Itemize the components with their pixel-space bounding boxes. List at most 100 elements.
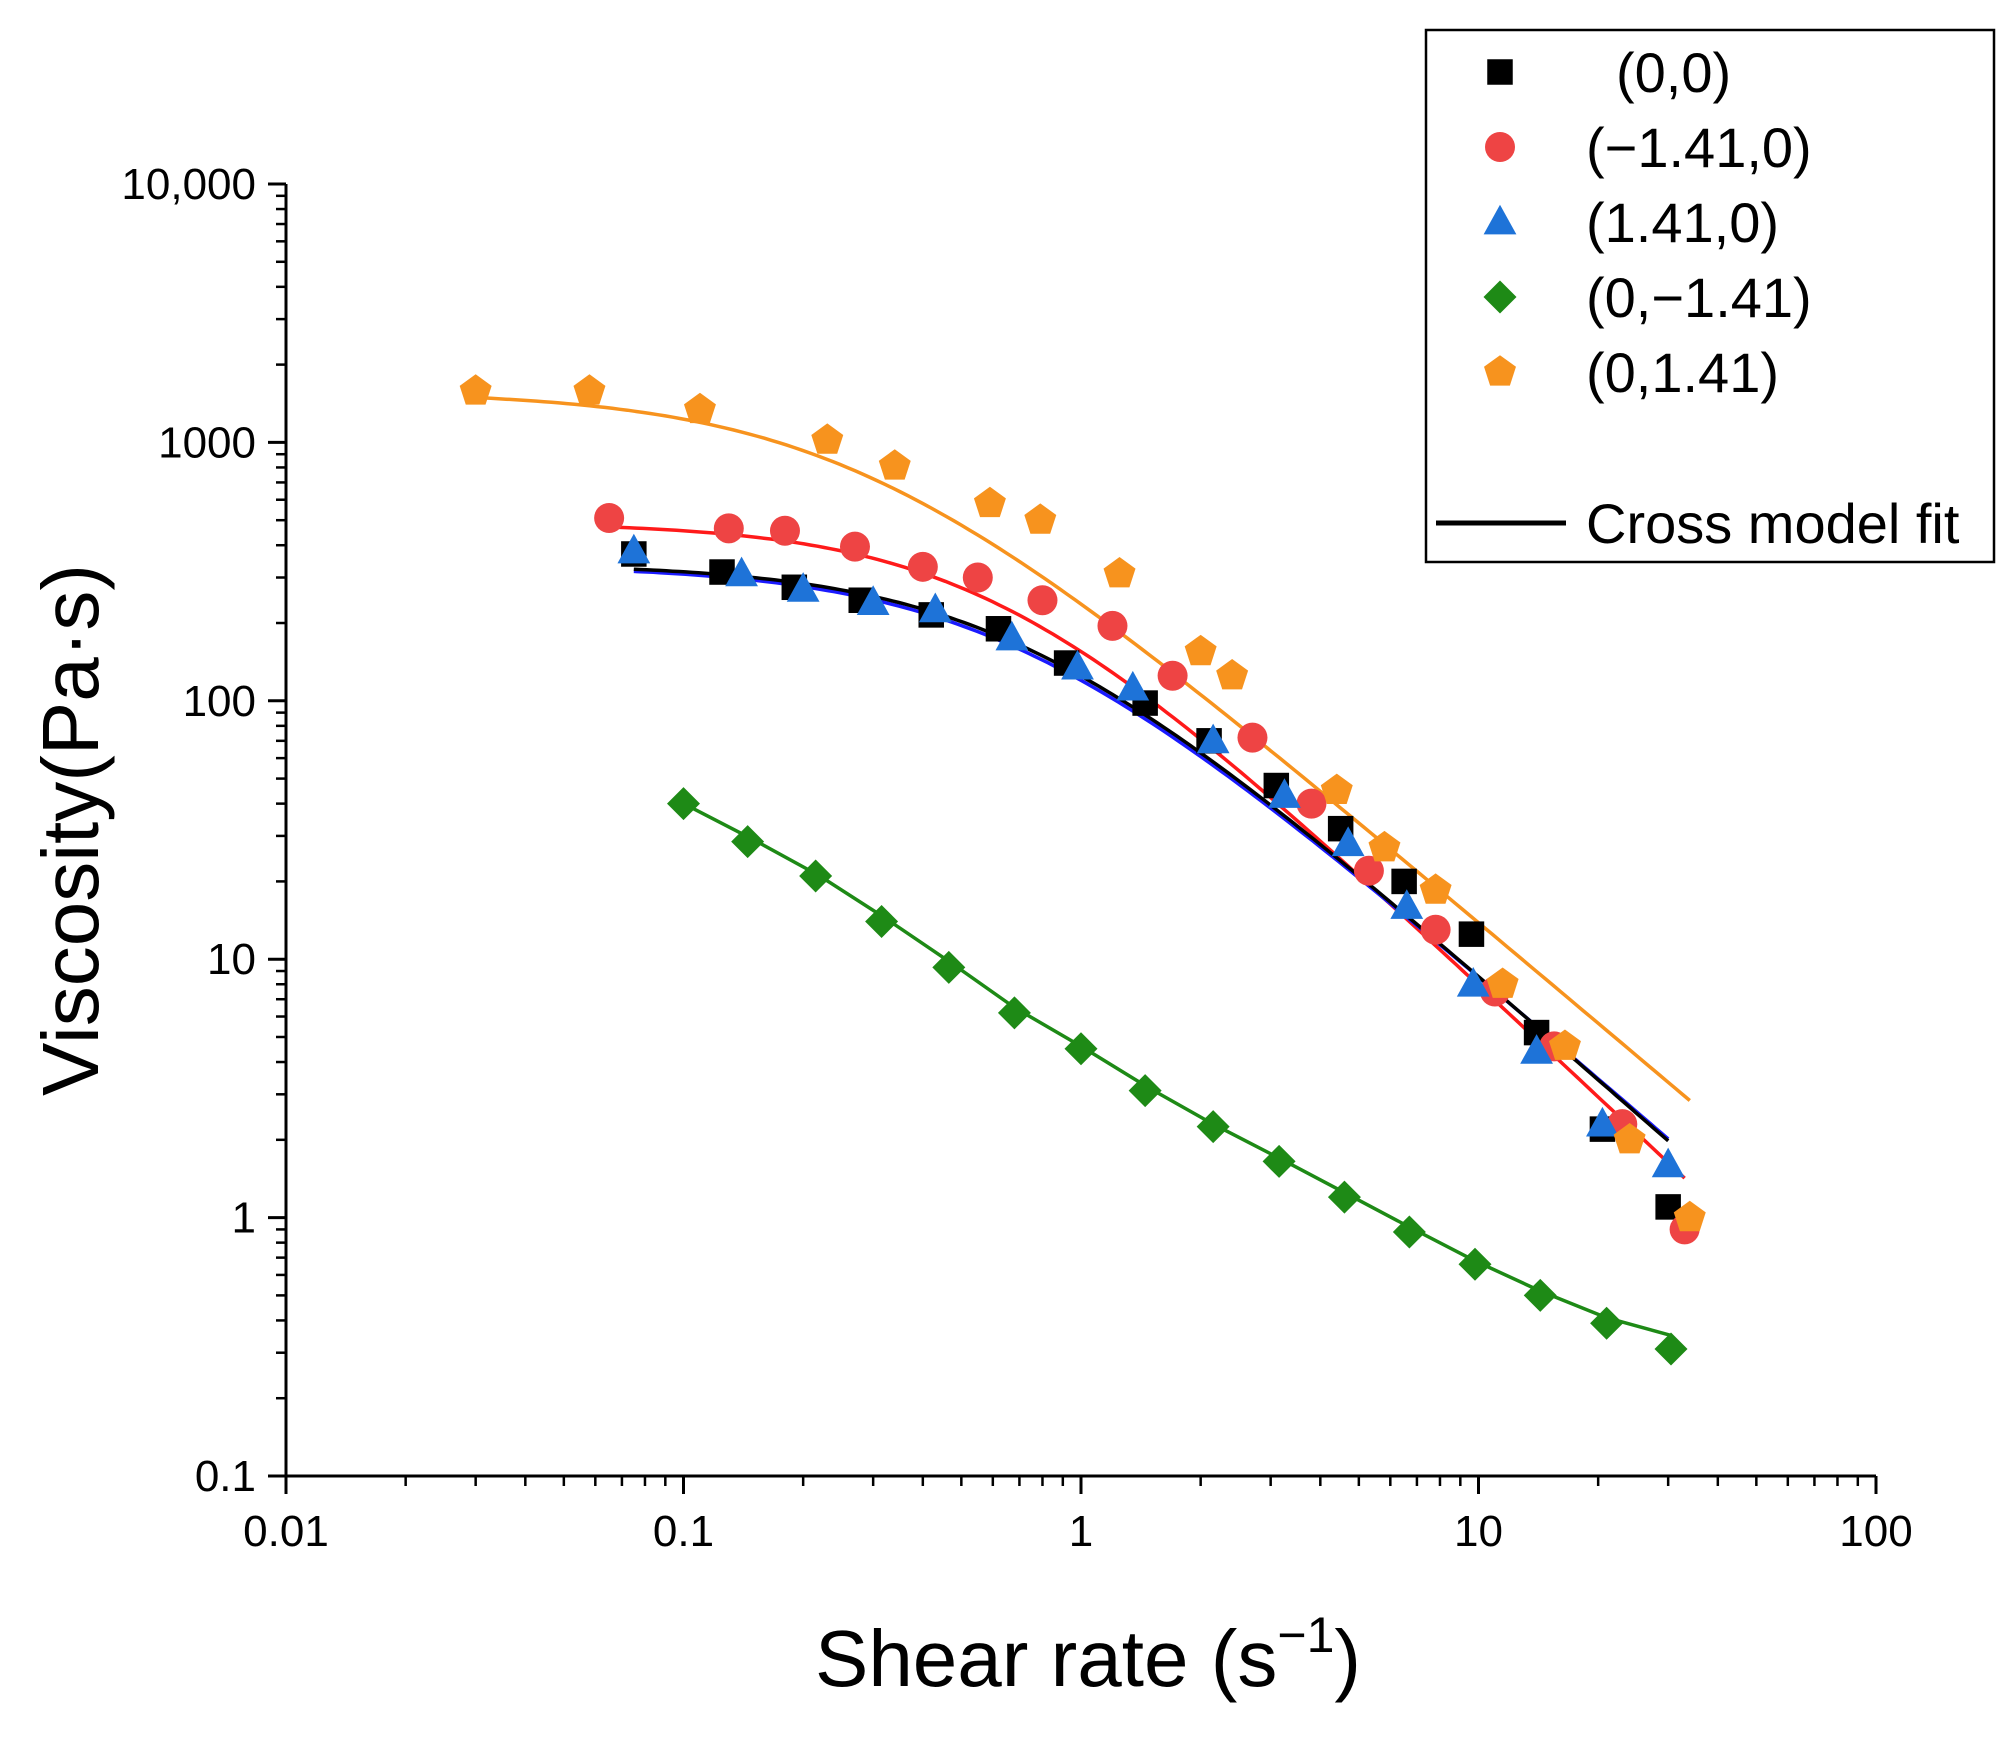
- x-tick-label: 1: [1069, 1507, 1093, 1556]
- data-point-circle: [1420, 914, 1451, 945]
- data-point-triangle: [1331, 826, 1365, 857]
- x-ticks: 0.01 0.1 1 10 100: [243, 1476, 1913, 1556]
- x-axis-title-text: Shear rate (s: [815, 1614, 1277, 1703]
- data-point-circle: [839, 531, 870, 562]
- data-point-triangle: [1196, 723, 1230, 754]
- data-point-triangle: [1116, 670, 1150, 701]
- fit-curve-diamond: [682, 802, 1672, 1338]
- data-point-circle: [1296, 788, 1327, 819]
- data-point-diamond: [1064, 1032, 1098, 1066]
- x-tick-label: 100: [1839, 1507, 1912, 1556]
- legend-marker-diamond: [1483, 280, 1517, 314]
- data-point-circle: [1027, 585, 1058, 616]
- legend: (0,0)(−1.41,0)(1.41,0)(0,−1.41)(0,1.41) …: [1424, 28, 1996, 564]
- data-point-diamond: [731, 825, 765, 859]
- data-point-pentagon: [1613, 1123, 1646, 1154]
- legend-label: (0,−1.41): [1586, 266, 1812, 329]
- data-point-pentagon: [973, 486, 1006, 518]
- data-point-circle: [962, 562, 993, 593]
- data-point-diamond: [1327, 1180, 1361, 1214]
- y-tick-label: 100: [183, 677, 256, 726]
- data-point-diamond: [1128, 1074, 1162, 1108]
- data-point-pentagon: [459, 374, 492, 405]
- data-point-circle: [1353, 855, 1384, 886]
- data-point-pentagon: [1184, 634, 1217, 666]
- y-axis-title: Viscosity(Pa·s): [26, 564, 115, 1096]
- data-point-diamond: [1590, 1306, 1624, 1340]
- data-point-pentagon: [573, 374, 606, 405]
- legend-marker-pentagon: [1484, 355, 1516, 386]
- data-point-diamond: [865, 904, 899, 938]
- data-point-diamond: [1458, 1247, 1492, 1281]
- data-point-pentagon: [1368, 830, 1401, 862]
- legend-label: (0,0): [1616, 41, 1731, 104]
- legend-box: [1424, 28, 1996, 564]
- data-point-triangle: [1268, 778, 1301, 808]
- data-point-diamond: [997, 996, 1031, 1030]
- data-point-circle: [769, 515, 800, 546]
- axes: 0.01 0.1 1 10 100 0.1 1 10 100 1000 10,000: [121, 160, 1912, 1556]
- data-point-triangle: [1061, 649, 1094, 680]
- data-point-diamond: [1654, 1332, 1688, 1366]
- x-tick-label: 10: [1454, 1507, 1503, 1556]
- data-point-pentagon: [1673, 1200, 1706, 1232]
- data-point-diamond: [1392, 1215, 1426, 1249]
- data-point-pentagon: [811, 423, 844, 454]
- legend-marker-triangle: [1483, 204, 1517, 235]
- data-point-pentagon: [878, 449, 911, 480]
- data-point-circle: [907, 551, 938, 582]
- data-point-pentagon: [1419, 873, 1452, 904]
- x-tick-label: 0.1: [653, 1507, 714, 1556]
- data-points: [459, 374, 1706, 1366]
- data-point-circle: [1237, 722, 1268, 753]
- data-point-square: [1458, 921, 1485, 947]
- data-point-pentagon: [683, 392, 716, 424]
- y-tick-label: 10,000: [121, 160, 256, 209]
- x-tick-label: 0.01: [243, 1507, 329, 1556]
- data-point-triangle: [786, 572, 820, 602]
- legend-label: (−1.41,0): [1586, 116, 1812, 179]
- data-point-triangle: [1651, 1147, 1685, 1178]
- y-tick-label: 10: [207, 935, 256, 984]
- data-point-triangle: [995, 620, 1029, 651]
- data-point-diamond: [1523, 1278, 1557, 1312]
- data-point-pentagon: [1486, 967, 1519, 998]
- data-point-pentagon: [1320, 773, 1353, 805]
- data-point-triangle: [1456, 966, 1490, 997]
- data-point-diamond: [1262, 1144, 1296, 1178]
- data-point-pentagon: [1548, 1029, 1581, 1060]
- data-point-circle: [1097, 610, 1128, 641]
- data-point-diamond: [667, 787, 700, 821]
- data-point-diamond: [1196, 1110, 1230, 1144]
- y-tick-label: 0.1: [195, 1452, 256, 1501]
- legend-items: (0,0) (−1.41,0) (1.41,0) (0,−1.41) (0,1.41): [1483, 41, 1812, 404]
- data-point-square: [1391, 868, 1417, 895]
- data-point-pentagon: [1216, 658, 1249, 690]
- data-point-diamond: [932, 950, 966, 984]
- y-tick-label: 1: [232, 1194, 256, 1243]
- data-point-triangle: [918, 592, 952, 623]
- fit-curve-pentagon: [475, 395, 1691, 1102]
- data-point-diamond: [799, 859, 833, 893]
- y-ticks: 0.1 1 10 100 1000 10,000: [121, 160, 286, 1501]
- data-point-triangle: [725, 556, 758, 587]
- legend-marker-circle: [1485, 132, 1515, 162]
- data-point-triangle: [617, 533, 651, 564]
- data-point-circle: [594, 502, 625, 533]
- data-point-triangle: [1586, 1106, 1619, 1137]
- legend-label: (0,1.41): [1586, 341, 1779, 404]
- legend-fit-label: Cross model fit: [1586, 492, 1960, 555]
- y-tick-label: 1000: [158, 418, 256, 467]
- data-point-pentagon: [1024, 503, 1057, 534]
- data-point-triangle: [856, 585, 890, 615]
- x-axis-title-superscript: −1: [1277, 1607, 1334, 1663]
- data-point-triangle: [1390, 889, 1424, 919]
- data-point-triangle: [1520, 1034, 1553, 1064]
- legend-marker-square: [1487, 59, 1513, 85]
- data-point-pentagon: [1103, 557, 1136, 588]
- x-axis-title: Shear rate (s−1): [815, 1607, 1361, 1703]
- legend-label: (1.41,0): [1586, 191, 1779, 254]
- data-point-circle: [1157, 660, 1188, 691]
- data-point-circle: [713, 513, 744, 544]
